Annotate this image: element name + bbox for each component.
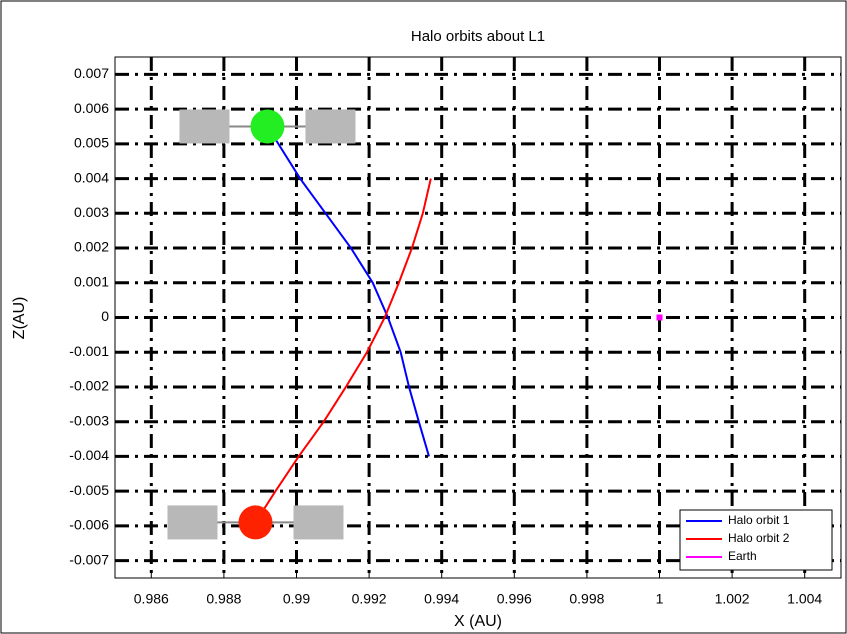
solar-panel xyxy=(293,505,343,539)
x-tick-label: 0.988 xyxy=(206,591,241,607)
y-tick-label: -0.001 xyxy=(69,343,109,359)
spacecraft xyxy=(250,109,284,143)
y-tick-label: -0.007 xyxy=(69,551,109,567)
y-tick-label: 0 xyxy=(101,308,109,324)
x-tick-label: 0.998 xyxy=(569,591,604,607)
x-tick-label: 0.994 xyxy=(424,591,459,607)
y-tick-label: 0.001 xyxy=(74,273,109,289)
chart-title: Halo orbits about L1 xyxy=(411,28,545,45)
y-axis-label: Z(AU) xyxy=(11,297,28,340)
x-tick-label: 0.992 xyxy=(352,591,387,607)
solar-panel xyxy=(179,109,229,143)
y-tick-label: -0.002 xyxy=(69,378,109,394)
point xyxy=(657,315,663,321)
y-tick-label: -0.004 xyxy=(69,447,109,463)
legend-label: Earth xyxy=(728,549,757,563)
y-tick-label: 0.004 xyxy=(74,169,109,185)
x-tick-label: 0.996 xyxy=(497,591,532,607)
chart: Halo orbits about L1 X (AU) Z(AU) 0.986 0… xyxy=(0,0,847,634)
x-tick-label: 1 xyxy=(656,591,664,607)
x-tick-label: 0.99 xyxy=(283,591,310,607)
solar-panel xyxy=(167,505,217,539)
y-tick-label: 0.005 xyxy=(74,135,109,151)
x-tick-label: 1.002 xyxy=(715,591,750,607)
legend-label: Halo orbit 1 xyxy=(728,513,790,527)
y-tick-label: 0.002 xyxy=(74,239,109,255)
y-tick-label: -0.006 xyxy=(69,517,109,533)
x-tick-label: 1.004 xyxy=(787,591,822,607)
y-tick-label: 0.006 xyxy=(74,100,109,116)
y-tick-label: -0.005 xyxy=(69,482,109,498)
spacecraft xyxy=(238,505,272,539)
y-tick-label: -0.003 xyxy=(69,412,109,428)
y-tick-label: 0.003 xyxy=(74,204,109,220)
legend-label: Halo orbit 2 xyxy=(728,531,790,545)
solar-panel xyxy=(305,109,355,143)
x-tick-label: 0.986 xyxy=(134,591,169,607)
x-axis-label: X (AU) xyxy=(454,613,502,630)
y-tick-label: 0.007 xyxy=(74,65,109,81)
